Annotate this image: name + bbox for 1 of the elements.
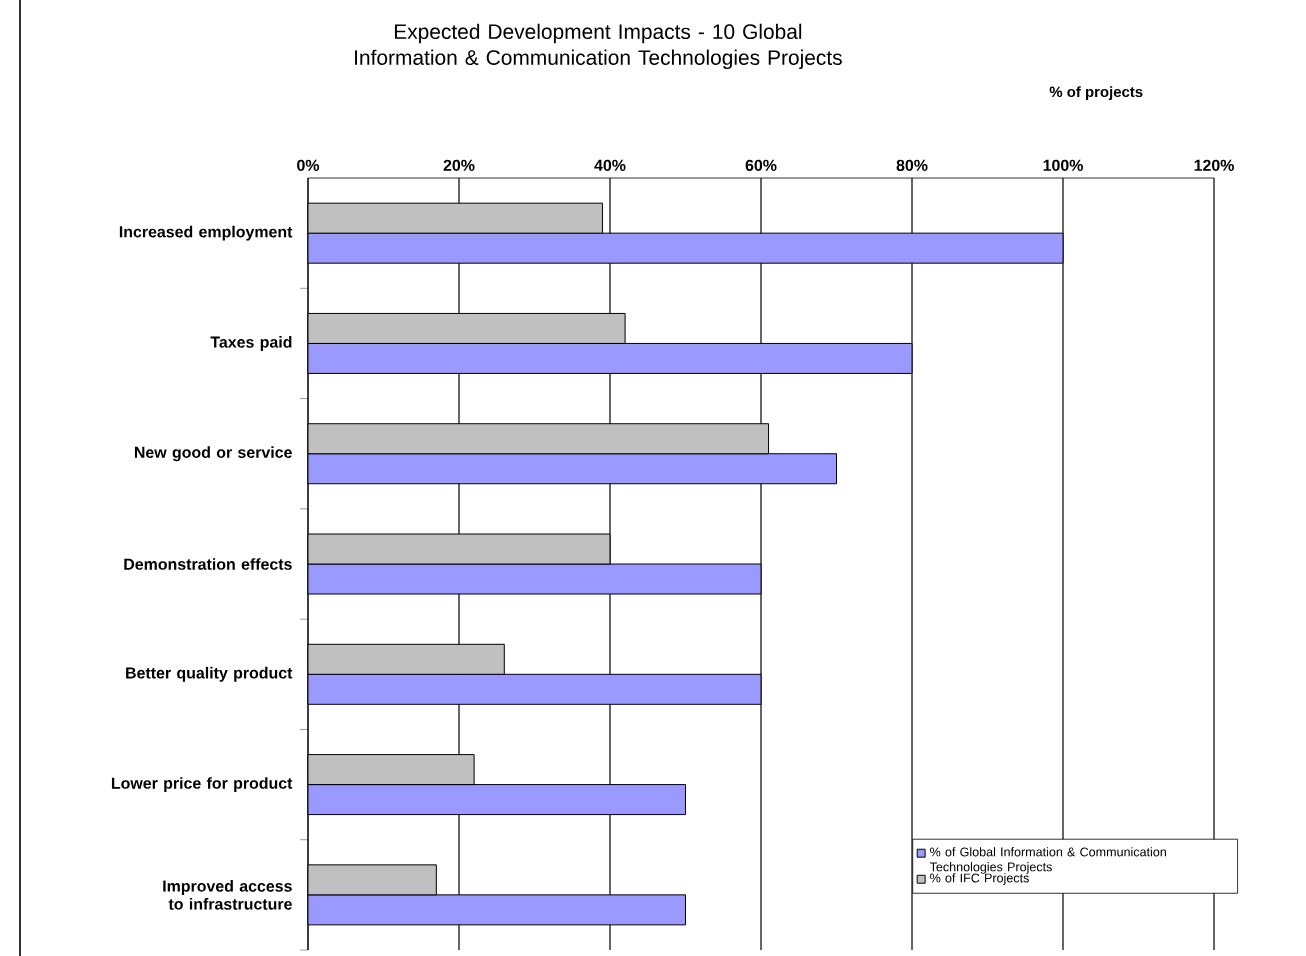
chart-title: Expected Development Impacts - 10 Global Information & Communication Technologies Projects bbox=[355, 23, 842, 70]
